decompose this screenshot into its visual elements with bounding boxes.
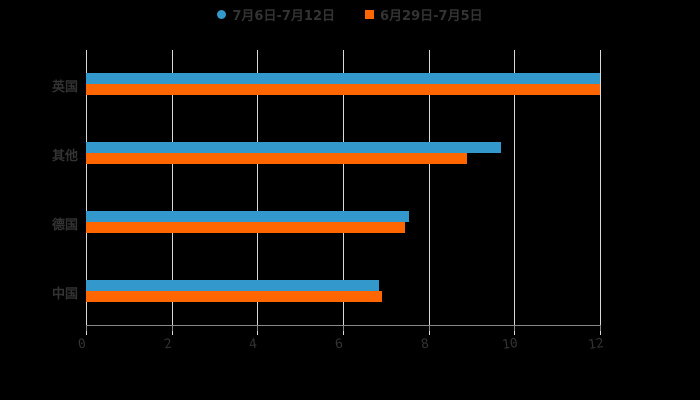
gridline — [86, 50, 87, 335]
gridline — [514, 50, 516, 335]
legend-item-week2[interactable]: 6月29日-7月5日 — [365, 5, 483, 24]
bar[interactable] — [86, 222, 406, 233]
category-label: 中国 — [51, 287, 78, 302]
x-tick — [86, 325, 87, 331]
bar[interactable] — [86, 153, 468, 164]
bar[interactable] — [86, 142, 502, 153]
chart-legend: 7月6日-7月12日 6月29日-7月5日 — [0, 4, 700, 24]
bar[interactable] — [86, 84, 600, 95]
gridline — [428, 50, 430, 335]
legend-swatch-blue-icon — [217, 9, 227, 19]
category-label: 其他 — [51, 149, 78, 164]
gridline — [257, 50, 259, 335]
bar[interactable] — [86, 280, 380, 291]
legend-item-week1[interactable]: 7月6日-7月12日 — [217, 5, 335, 24]
x-tick — [514, 325, 516, 331]
x-tick-label: 12 — [587, 335, 605, 354]
gridline — [171, 50, 173, 335]
gridline — [600, 50, 601, 335]
x-tick-label: 0 — [77, 336, 87, 353]
x-tick — [600, 325, 601, 331]
legend-swatch-orange-icon — [365, 9, 374, 19]
category-label: 英国 — [51, 80, 78, 95]
x-tick — [428, 325, 430, 331]
x-tick-label: 10 — [501, 335, 520, 354]
x-tick-label: 4 — [248, 336, 259, 353]
x-tick — [171, 325, 173, 331]
x-tick-label: 8 — [419, 336, 430, 353]
bar[interactable] — [86, 291, 382, 302]
x-tick — [343, 325, 344, 331]
x-tick-label: 2 — [162, 336, 173, 353]
x-tick-label: 6 — [334, 336, 344, 353]
bar[interactable] — [86, 211, 410, 222]
bar[interactable] — [86, 73, 600, 84]
legend-label: 6月29日-7月5日 — [380, 8, 483, 24]
legend-label: 7月6日-7月12日 — [232, 8, 335, 24]
category-label: 德国 — [51, 218, 78, 233]
x-tick — [257, 325, 259, 331]
gridline — [343, 50, 344, 335]
plot-area — [86, 50, 601, 335]
